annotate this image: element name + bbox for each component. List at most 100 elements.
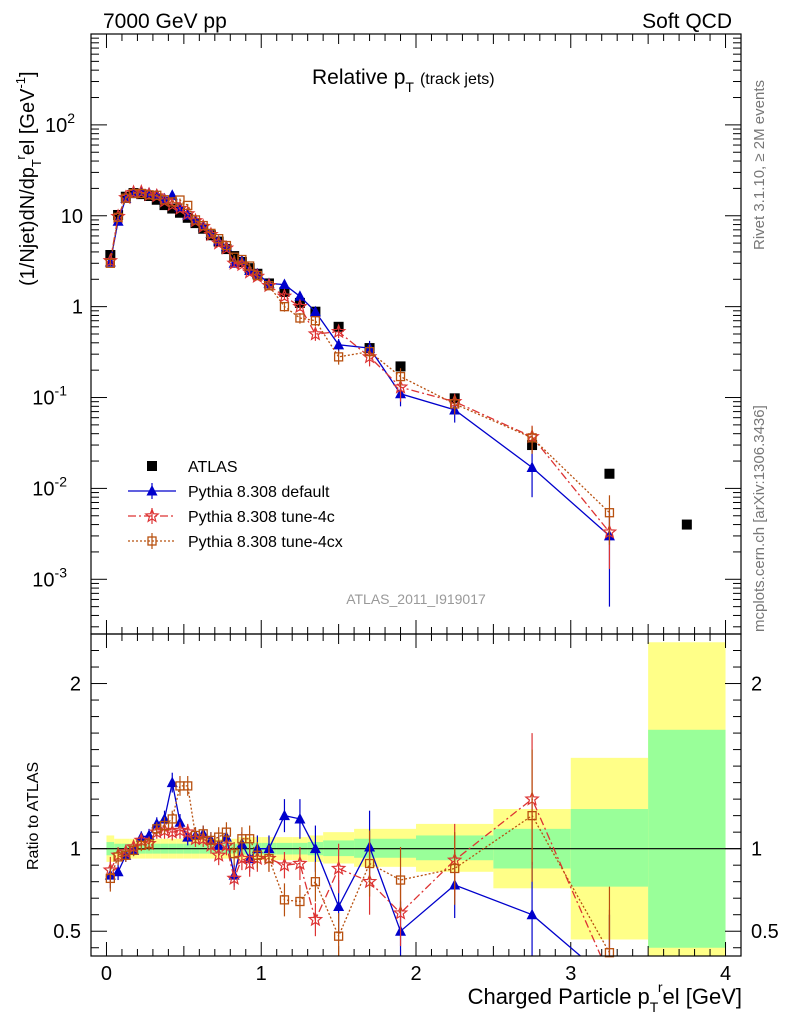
- ratio-point-pythia-8-308-default: [143, 829, 155, 840]
- ratio-point-pythia-8-308-tune-4cx: [159, 820, 170, 831]
- ratio-point-pythia-8-308-tune-4cx: [183, 781, 193, 791]
- plot-title-sub: T: [405, 79, 414, 95]
- data-point-pythia-8-308-tune-4cx: [604, 508, 615, 518]
- data-point-pythia-8-308-default: [159, 192, 171, 204]
- data-point-pythia-8-308-tune-4cx: [527, 433, 537, 443]
- ratio-y-tick-label-left: 1: [70, 839, 81, 861]
- data-point-pythia-8-308-default: [278, 278, 290, 290]
- ratio-point-pythia-8-308-tune-4cx: [105, 873, 115, 884]
- data-point-pythia-8-308-tune-4c: [226, 255, 242, 270]
- ratio-point-pythia-8-308-tune-4cx: [252, 850, 263, 860]
- ratio-point-pythia-8-308-default: [112, 865, 124, 877]
- y-tick-exponent: -1: [55, 383, 68, 399]
- y-tick-label: 1: [72, 297, 83, 319]
- x-label-suffix: el [GeV]: [663, 984, 742, 1009]
- y-tick-label: 10-2: [32, 473, 67, 500]
- x-tick-label: 4: [720, 963, 731, 985]
- y-tick-label: 102: [45, 110, 75, 137]
- series-line-pythia-8-308-default: [109, 190, 610, 537]
- ratio-point-pythia-8-308-tune-4c: [234, 850, 250, 866]
- y-tick-base: 10: [32, 478, 54, 500]
- data-point-pythia-8-308-tune-4cx: [221, 240, 232, 251]
- data-point-pythia-8-308-tune-4cx: [175, 195, 185, 205]
- ratio-y-tick-label-right: 0.5: [751, 921, 779, 943]
- data-point-pythia-8-308-default: [112, 215, 124, 226]
- legend-marker-atlas: [147, 461, 157, 471]
- data-point-pythia-8-308-tune-4cx: [395, 371, 406, 382]
- data-point-pythia-8-308-tune-4c: [241, 263, 258, 279]
- x-label-sub: T: [650, 999, 659, 1015]
- y-tick-base: 10: [32, 388, 54, 410]
- data-point-pythia-8-308-tune-4cx: [237, 254, 247, 265]
- main-data-layer: [102, 183, 692, 607]
- ratio-y-axis-label: Ratio to ATLAS: [25, 762, 42, 870]
- ratio-point-pythia-8-308-tune-4cx: [264, 853, 274, 864]
- ratio-bands: [106, 642, 726, 956]
- legend-label-atlas: ATLAS: [188, 459, 238, 476]
- ratio-point-pythia-8-308-tune-4c: [172, 822, 188, 838]
- series-line-pythia-8-308-tune-4cx: [109, 192, 610, 514]
- legend-marker-pythia-8-308-tune-4c: [144, 507, 160, 523]
- y-tick-exponent: -3: [55, 564, 68, 580]
- main-y-label-main: (1/Njet)dN/dp: [17, 167, 39, 286]
- data-point-atlas: [604, 468, 615, 479]
- ratio-point-pythia-8-308-default: [309, 842, 321, 854]
- y-tick-base: 10: [45, 115, 67, 137]
- data-point-pythia-8-308-tune-4c: [179, 205, 196, 221]
- legend-label-pythia-8-308-tune-4cx: Pythia 8.308 tune-4cx: [188, 534, 343, 551]
- ratio-y-tick-label-left: 0.5: [53, 921, 81, 943]
- main-y-axis-label: (1/Njet)dN/dpTrel [GeV-1]: [13, 71, 44, 286]
- data-point-pythia-8-308-tune-4cx: [244, 261, 255, 271]
- ratio-point-pythia-8-308-tune-4cx: [395, 875, 406, 885]
- ratio-band-green: [570, 809, 649, 887]
- ratio-point-pythia-8-308-tune-4c: [276, 857, 293, 872]
- ratio-point-pythia-8-308-tune-4cx: [279, 895, 290, 905]
- ratio-point-pythia-8-308-tune-4c: [330, 860, 347, 876]
- ratio-point-pythia-8-308-tune-4cx: [310, 877, 321, 887]
- data-point-pythia-8-308-default: [526, 461, 538, 472]
- main-y-label-exp: -1: [13, 77, 28, 89]
- ratio-point-pythia-8-308-default: [294, 812, 306, 824]
- data-point-pythia-8-308-tune-4c: [307, 325, 324, 341]
- x-tick-label: 2: [410, 963, 421, 985]
- data-point-pythia-8-308-tune-4cx: [214, 233, 224, 244]
- ratio-point-pythia-8-308-default: [278, 809, 290, 821]
- plot-title: Relative pT (track jets): [312, 66, 495, 95]
- ratio-point-pythia-8-308-tune-4cx: [527, 810, 537, 821]
- data-point-pythia-8-308-default: [309, 305, 321, 317]
- ratio-point-pythia-8-308-tune-4cx: [167, 814, 177, 824]
- energy-label: 7000 GeV pp: [103, 10, 227, 33]
- ratio-point-pythia-8-308-tune-4cx: [121, 850, 131, 860]
- x-axis-label: Charged Particle pTrel [GeV]: [468, 979, 742, 1015]
- x-label-sup: r: [658, 979, 663, 995]
- data-point-pythia-8-308-tune-4cx: [264, 281, 274, 291]
- legend-marker-pythia-8-308-tune-4cx: [147, 536, 157, 546]
- series-line-pythia-8-308-tune-4c: [109, 191, 611, 533]
- legend-label-pythia-8-308-default: Pythia 8.308 default: [188, 484, 330, 501]
- data-point-pythia-8-308-default: [294, 290, 306, 301]
- ratio-point-pythia-8-308-tune-4cx: [128, 845, 139, 855]
- data-point-atlas: [159, 200, 170, 211]
- mcplots-label: mcplots.cern.ch [arXiv:1306.3436]: [751, 405, 768, 632]
- ratio-point-pythia-8-308-tune-4c: [307, 911, 324, 927]
- ratio-point-pythia-8-308-tune-4c: [292, 855, 308, 871]
- data-point-pythia-8-308-tune-4cx: [279, 301, 290, 312]
- ratio-point-pythia-8-308-tune-4cx: [229, 848, 239, 859]
- data-point-atlas: [167, 203, 178, 214]
- x-tick-label: 3: [565, 963, 576, 985]
- x-label-main: Charged Particle p: [468, 984, 650, 1009]
- ratio-point-pythia-8-308-tune-4cx: [295, 896, 305, 907]
- data-point-atlas: [279, 286, 290, 297]
- ratio-point-pythia-8-308-tune-4cx: [144, 839, 154, 849]
- ratio-point-pythia-8-308-tune-4c: [179, 823, 196, 839]
- x-tick-label: 1: [256, 963, 267, 985]
- data-point-pythia-8-308-tune-4cx: [252, 270, 263, 281]
- ratio-point-pythia-8-308-tune-4c: [226, 870, 242, 885]
- ratio-point-pythia-8-308-tune-4cx: [221, 827, 232, 837]
- ratio-point-pythia-8-308-tune-4cx: [604, 948, 615, 958]
- analysis-id-label: ATLAS_2011_I919017: [346, 591, 486, 607]
- ratio-point-pythia-8-308-tune-4cx: [244, 834, 255, 844]
- ratio-point-pythia-8-308-default: [174, 816, 186, 827]
